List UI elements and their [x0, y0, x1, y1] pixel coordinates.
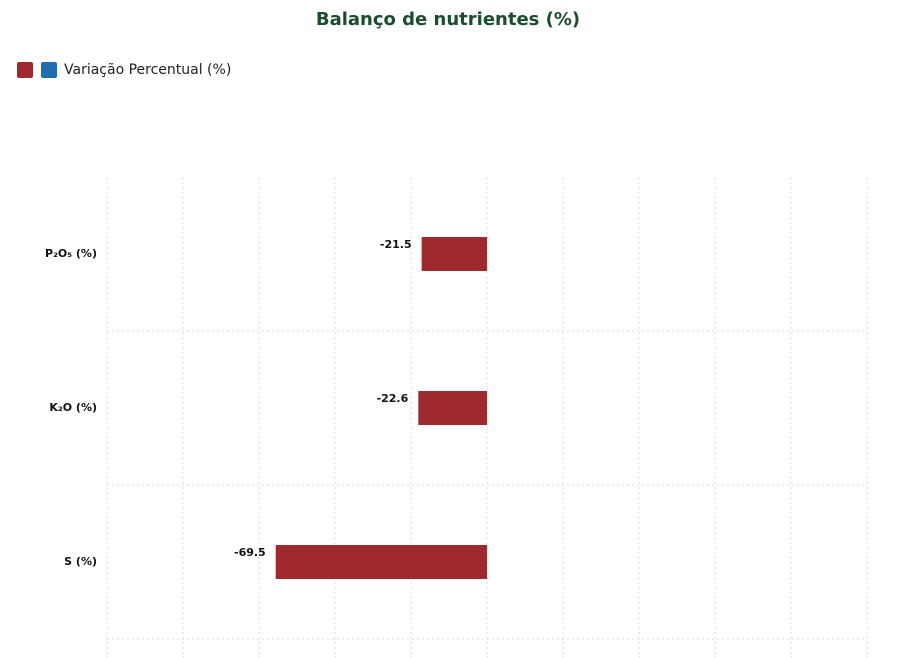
bar [418, 391, 487, 425]
y-tick-label: P₂O₅ (%) [45, 247, 97, 260]
value-label: -21.5 [380, 238, 412, 251]
bar [275, 545, 487, 579]
legend-swatch [41, 62, 57, 78]
chart-title: Balanço de nutrientes (%) [316, 9, 580, 30]
legend-label: Variação Percentual (%) [64, 62, 231, 78]
value-label: -69.5 [234, 546, 266, 559]
y-tick-label: S (%) [64, 555, 97, 568]
legend-swatch [17, 62, 33, 78]
y-tick-label: K₂O (%) [49, 401, 97, 414]
bar [421, 237, 487, 271]
value-label: -22.6 [377, 392, 409, 405]
